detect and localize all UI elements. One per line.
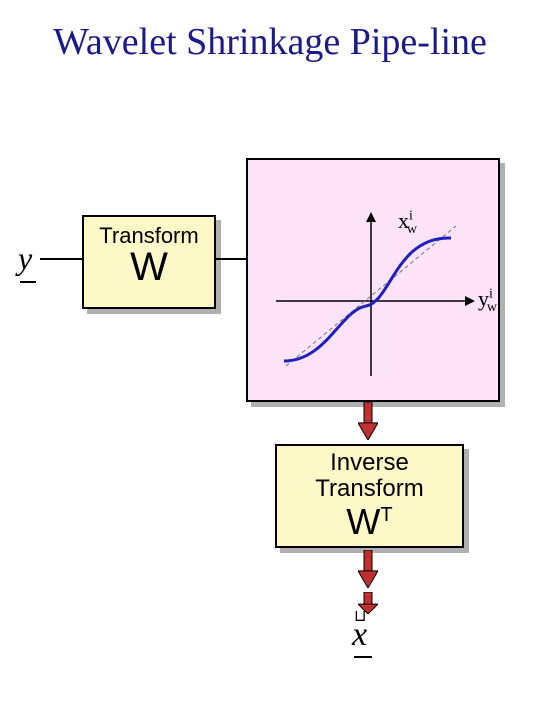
threshold-curve-chart bbox=[256, 206, 486, 386]
inverse-symbol: WT bbox=[277, 501, 462, 543]
axis-label-xw: xiw bbox=[398, 208, 417, 238]
connector-line-in bbox=[40, 258, 82, 260]
arrow-down-1 bbox=[358, 402, 378, 440]
underline-bar bbox=[354, 656, 372, 658]
transform-symbol: W bbox=[84, 245, 214, 290]
connector-line-mid bbox=[214, 258, 246, 260]
arrow-down-2 bbox=[358, 550, 378, 588]
hat-icon: ⊔ bbox=[354, 606, 366, 626]
transform-box: Transform W bbox=[82, 215, 216, 309]
axis-label-yw: yiw bbox=[478, 286, 497, 316]
inverse-label: InverseTransform bbox=[277, 450, 462, 503]
underline-bar bbox=[20, 281, 36, 283]
input-symbol-y: y bbox=[18, 240, 32, 277]
page-title: Wavelet Shrinkage Pipe-line bbox=[0, 20, 540, 64]
output-symbol-x: ⊔ x bbox=[352, 616, 367, 654]
inverse-transform-box: InverseTransform WT bbox=[275, 444, 464, 548]
